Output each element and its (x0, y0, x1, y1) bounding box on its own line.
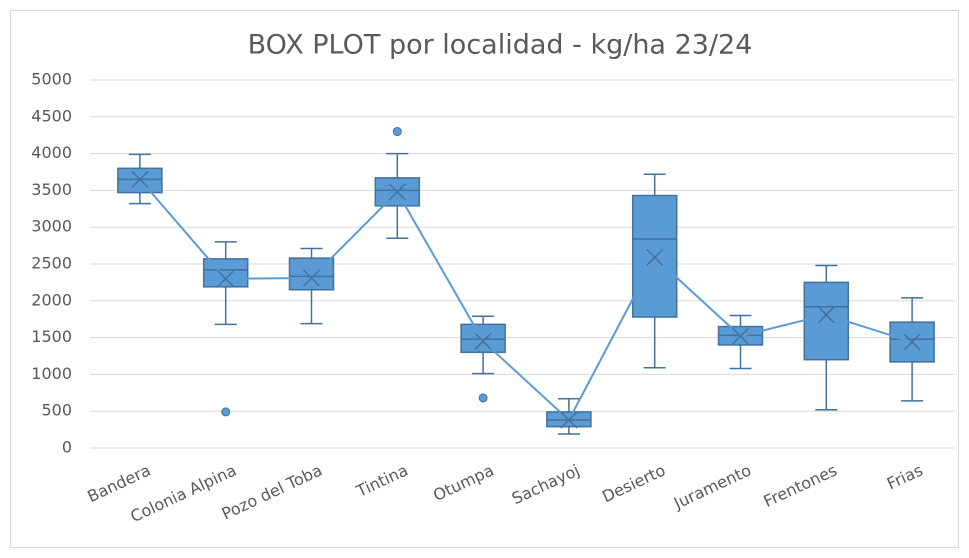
mean-marker (131, 170, 149, 188)
outlier (478, 393, 488, 403)
mean-marker (302, 269, 321, 287)
mean-marker (474, 332, 492, 350)
chart-title: BOX PLOT por localidad - kg/ha 23/24 (248, 30, 753, 61)
y-tick-label: 1500 (31, 327, 72, 346)
y-tick-label: 500 (41, 401, 72, 420)
y-tick-label: 4500 (31, 106, 72, 125)
mean-marker (817, 306, 835, 324)
y-tick-label: 0 (62, 438, 72, 457)
mean-line (139, 178, 913, 422)
y-tick-label: 3000 (31, 217, 72, 236)
mean-marker (903, 333, 921, 351)
box (803, 281, 850, 361)
box (889, 321, 935, 363)
mean-marker (560, 411, 578, 429)
y-tick-label: 4000 (31, 143, 72, 162)
mean-marker (731, 327, 750, 345)
mean-marker (388, 183, 406, 201)
mean-marker (217, 270, 235, 288)
y-tick-label: 3500 (31, 180, 72, 199)
y-tick-label: 5000 (31, 70, 72, 89)
y-tick-label: 1000 (31, 364, 72, 383)
chart-frame (10, 10, 959, 548)
outlier (392, 127, 402, 137)
y-tick-label: 2500 (31, 254, 72, 273)
mean-marker (646, 248, 664, 266)
box (202, 258, 249, 288)
outlier (221, 407, 231, 417)
y-tick-label: 2000 (31, 290, 72, 309)
